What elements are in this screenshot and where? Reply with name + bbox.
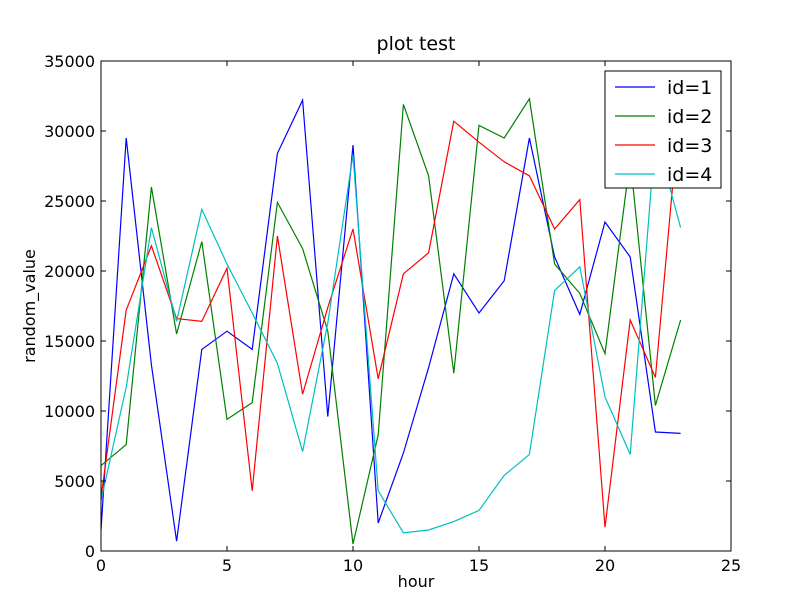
- x-tick-label: 25: [721, 556, 741, 575]
- x-axis-label: hour: [398, 572, 435, 591]
- legend: id=1 id=2 id=3 id=4: [604, 70, 722, 189]
- series-line-2: [101, 97, 682, 545]
- y-tick-label: 30000: [44, 122, 95, 141]
- x-tick-label: 10: [343, 556, 363, 575]
- legend-label-4: id=4: [667, 164, 712, 186]
- x-tick-label: 20: [595, 556, 615, 575]
- y-axis-label: random_value: [20, 249, 40, 363]
- y-tick-label: 15000: [44, 332, 95, 351]
- y-tick-label: 25000: [44, 192, 95, 211]
- y-tick-label: 0: [85, 542, 95, 561]
- axes-frame: [100, 60, 732, 552]
- legend-label-3: id=3: [667, 135, 712, 157]
- series-line-4: [101, 133, 682, 534]
- x-tick-label: 0: [96, 556, 106, 575]
- plot-area: [101, 97, 682, 545]
- y-tick-label: 10000: [44, 402, 95, 421]
- series-line-3: [101, 97, 682, 528]
- chart-title: plot test: [377, 33, 456, 55]
- x-tick-label: 5: [222, 556, 232, 575]
- legend-box: [604, 70, 722, 189]
- legend-label-1: id=1: [667, 77, 712, 99]
- axes: 0 5 10 15 20 25 0 5000 10000 15000 20000 25000 30000…: [44, 52, 741, 575]
- series-line-1: [101, 97, 681, 542]
- x-tick-label: 15: [469, 556, 489, 575]
- y-tick-label: 35000: [44, 52, 95, 71]
- y-tick-label: 5000: [54, 472, 95, 491]
- legend-label-2: id=2: [667, 106, 712, 128]
- y-tick-label: 20000: [44, 262, 95, 281]
